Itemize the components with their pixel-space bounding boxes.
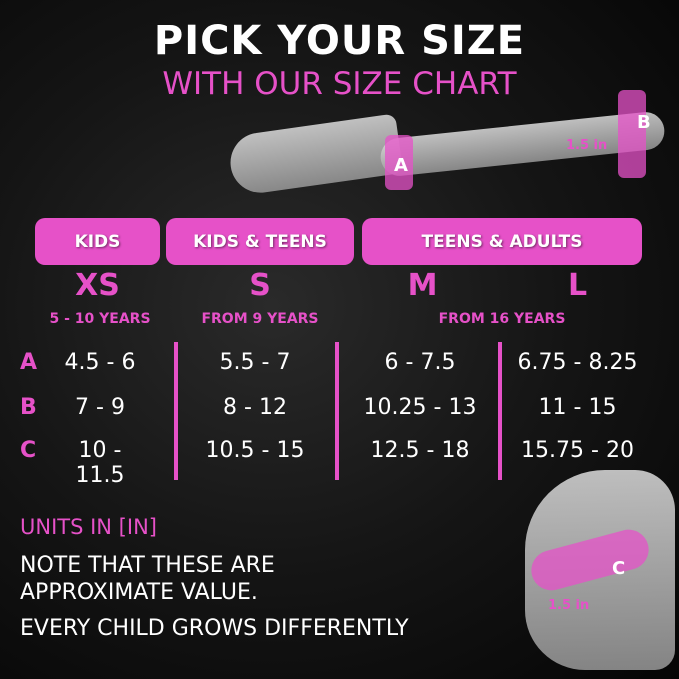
size-value: 15.75 - 20 [521,438,634,463]
note-line: APPROXIMATE VALUE. [20,580,258,605]
label-c: C [612,558,626,579]
band-b [618,90,646,178]
size-value: 10 - 11.5 [75,438,125,488]
subtitle: WITH OUR SIZE CHART [162,66,517,102]
label-a: A [394,155,408,176]
size-value: 6 - 7.5 [384,350,456,375]
row-label: B [20,395,37,420]
measure-bottom: 1.5 in [548,598,590,613]
size-value: 11 - 15 [538,395,617,420]
size-value: 8 - 12 [223,395,287,420]
age-m-l: FROM 16 YEARS [438,311,566,327]
group-kids-teens: KIDS & TEENS [166,218,354,265]
hand-bones-illustration [226,113,404,197]
title: PICK YOUR SIZE [153,18,526,64]
size-value: 7 - 9 [75,395,125,420]
size-value: 10.5 - 15 [205,438,305,463]
measure-top: 1.5 in [566,138,608,153]
size-value: 12.5 - 18 [370,438,470,463]
row-label: A [20,350,38,375]
size-value: 10.25 - 13 [363,395,477,420]
size-s: S [249,268,271,303]
size-m: M [407,268,438,303]
size-value: 5.5 - 7 [219,350,291,375]
column-divider [498,342,502,480]
column-divider [174,342,178,480]
age-s: FROM 9 YEARS [201,311,319,327]
note-line: EVERY CHILD GROWS DIFFERENTLY [20,616,409,641]
size-l: L [567,268,588,303]
column-divider [335,342,339,480]
band-a [385,135,413,190]
group-teens-adults: TEENS & ADULTS [362,218,642,265]
label-b: B [637,112,651,133]
row-label: C [20,438,37,463]
size-value: 4.5 - 6 [64,350,136,375]
note-line: NOTE THAT THESE ARE [20,553,275,578]
age-xs: 5 - 10 YEARS [49,311,151,327]
size-value: 6.75 - 8.25 [517,350,638,375]
units-label: UNITS IN [IN] [20,515,157,539]
group-kids: KIDS [35,218,160,265]
size-xs: XS [75,268,120,303]
